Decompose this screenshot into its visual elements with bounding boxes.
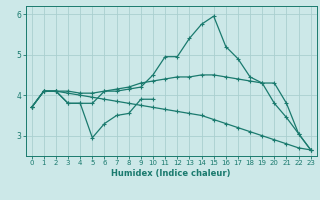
X-axis label: Humidex (Indice chaleur): Humidex (Indice chaleur): [111, 169, 231, 178]
